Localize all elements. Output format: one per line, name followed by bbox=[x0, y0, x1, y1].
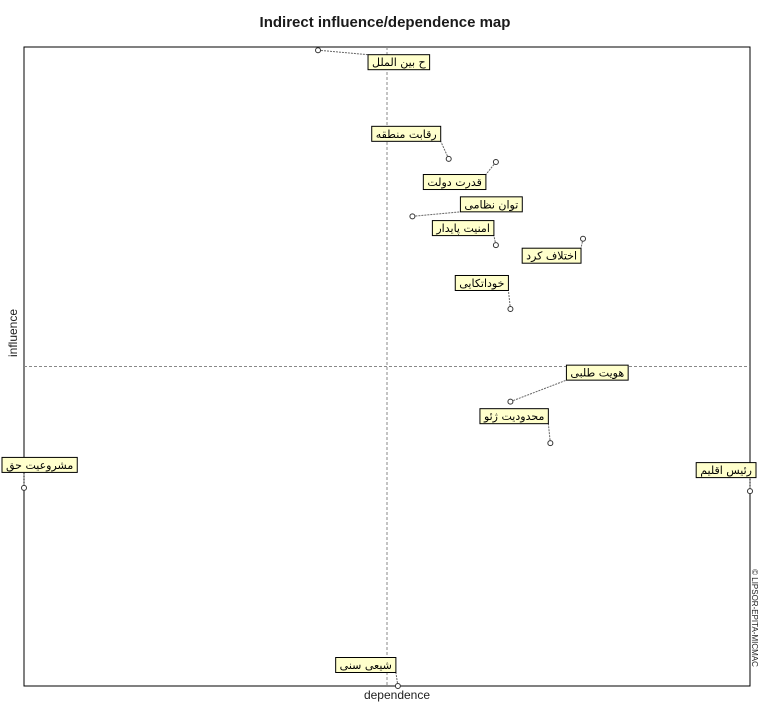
point-label: قدرت دولت bbox=[427, 176, 482, 189]
point-label: اختلاف کرد bbox=[526, 250, 577, 263]
point-label-box bbox=[335, 657, 397, 673]
chart-title: Indirect influence/dependence map bbox=[260, 14, 511, 31]
point-label: شیعی سنی bbox=[340, 659, 392, 672]
data-point: خوداتکایی bbox=[454, 274, 514, 312]
point-label-box bbox=[479, 408, 549, 425]
leader-line bbox=[507, 290, 511, 310]
point-label-box bbox=[565, 364, 629, 381]
point-label: هویت طلبی bbox=[570, 367, 624, 380]
leader-line bbox=[440, 141, 450, 160]
point-label-box bbox=[459, 196, 523, 213]
leader-line bbox=[317, 49, 369, 56]
point-label-box bbox=[695, 462, 757, 479]
points-layer: ح بین الملل رقابت منطقه قدرت دولت توان نظام… bbox=[1, 47, 757, 689]
point-marker bbox=[394, 683, 401, 689]
data-point: امنیت پایدار bbox=[431, 220, 499, 249]
point-label: رقابت منطقه bbox=[376, 128, 437, 141]
data-point: ح بین الملل bbox=[315, 47, 431, 71]
point-label: توان نظامی bbox=[464, 198, 518, 211]
point-label: محدودیت ژئو bbox=[483, 410, 545, 423]
point-marker bbox=[409, 213, 416, 220]
point-label: خوداتکایی bbox=[459, 277, 504, 290]
point-marker bbox=[492, 159, 499, 166]
leader-line bbox=[485, 161, 497, 175]
point-marker bbox=[580, 235, 587, 242]
watermark-text: © LIPSOR-EPITA-MICMAC bbox=[750, 569, 758, 667]
data-point: مشروعیت حق bbox=[1, 456, 78, 491]
point-marker bbox=[507, 398, 514, 405]
data-point: هویت طلبی bbox=[507, 364, 629, 405]
data-point: اختلاف کرد bbox=[521, 235, 587, 264]
data-point: رئیس اقلیم bbox=[695, 462, 757, 495]
data-point: شیعی سنی bbox=[335, 657, 401, 689]
leader-line bbox=[547, 423, 551, 444]
point-label-box bbox=[454, 274, 509, 291]
point-marker bbox=[21, 484, 27, 491]
point-marker bbox=[315, 47, 322, 54]
data-point: رقابت منطقه bbox=[371, 125, 452, 162]
data-point: توان نظامی bbox=[409, 196, 523, 220]
data-point: محدودیت ژئو bbox=[479, 408, 554, 447]
point-label: رئیس اقلیم bbox=[700, 464, 752, 477]
point-label: امنیت پایدار bbox=[435, 222, 490, 235]
point-label-box bbox=[521, 247, 582, 264]
point-marker bbox=[445, 155, 452, 162]
leader-line bbox=[510, 379, 567, 403]
point-label-box bbox=[422, 174, 487, 191]
point-label-box bbox=[371, 125, 442, 142]
leader-line bbox=[395, 672, 399, 687]
data-point: قدرت دولت bbox=[422, 159, 499, 191]
point-label-box bbox=[431, 220, 495, 237]
point-label-box bbox=[367, 54, 431, 71]
y-axis-label: influence bbox=[6, 309, 20, 357]
point-label-box bbox=[1, 456, 78, 473]
point-marker bbox=[547, 440, 554, 447]
point-marker bbox=[492, 242, 499, 249]
point-marker bbox=[507, 305, 514, 312]
x-axis-label: dependence bbox=[364, 688, 430, 702]
point-marker bbox=[747, 488, 753, 495]
point-label: ح بین الملل bbox=[372, 56, 426, 69]
point-label: مشروعیت حق bbox=[6, 459, 73, 473]
leader-line bbox=[412, 211, 461, 217]
